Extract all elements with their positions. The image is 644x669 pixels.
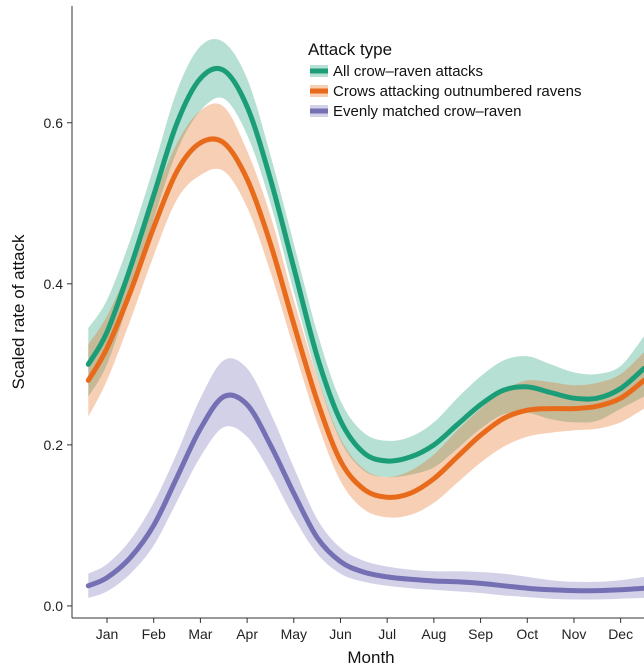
legend: Attack type All crow–raven attacks Crows … [308, 40, 581, 120]
line-all-crow-raven-attacks [85, 65, 644, 464]
confidence-bands [88, 39, 644, 600]
legend-title: Attack type [308, 40, 392, 59]
line-crows-attacking-outnumbered-ravens [85, 136, 644, 500]
legend-items: All crow–raven attacks Crows attacking ou… [310, 63, 581, 120]
x-tick-label: Oct [516, 626, 538, 642]
x-tick-label: May [281, 626, 307, 642]
x-tick-label: Mar [188, 626, 212, 642]
x-tick-label: Apr [236, 626, 258, 642]
x-tick-label: Jul [378, 626, 396, 642]
y-tick-label: 0.4 [44, 276, 64, 292]
y-axis-title: Scaled rate of attack [9, 234, 28, 389]
line-evenly-matched-crow-raven [85, 392, 644, 594]
x-tick-label: Jun [329, 626, 352, 642]
x-tick-label: Feb [142, 626, 166, 642]
legend-label: Crows attacking outnumbered ravens [333, 83, 581, 100]
band-all-crow-raven-attacks [88, 39, 644, 478]
x-ticks: Jan Feb Mar Apr May Jun Jul Aug Sep Oct Nov Dec [96, 618, 633, 642]
axes: Jan Feb Mar Apr May Jun Jul Aug Sep Oct Nov Dec 0.0… [44, 6, 644, 642]
x-tick-label: Dec [608, 626, 633, 642]
legend-label: All crow–raven attacks [333, 63, 483, 80]
y-tick-label: 0.2 [44, 437, 64, 453]
y-tick-label: 0.6 [44, 115, 64, 131]
x-tick-label: Nov [562, 626, 587, 642]
band-crows-attacking-outnumbered-ravens [88, 103, 644, 518]
y-tick-label: 0.0 [44, 598, 64, 614]
x-tick-label: Jan [96, 626, 119, 642]
y-ticks: 0.0 0.2 0.4 0.6 [44, 115, 72, 614]
x-axis-title: Month [347, 648, 394, 667]
legend-label: Evenly matched crow–raven [333, 103, 521, 120]
x-tick-label: Aug [421, 626, 446, 642]
x-tick-label: Sep [468, 626, 493, 642]
band-evenly-matched-crow-raven [88, 358, 644, 600]
series-lines [85, 65, 644, 594]
